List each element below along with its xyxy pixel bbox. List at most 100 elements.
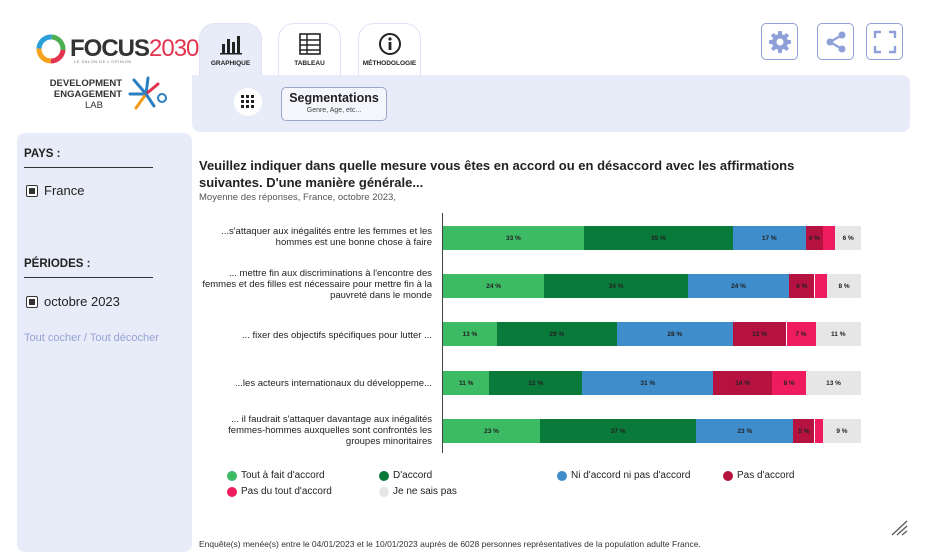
row-label-4: ...les acteurs internationaux du dévelop…: [235, 378, 432, 389]
periode-option-label: octobre 2023: [44, 294, 120, 309]
row-label-3: ... fixer des objectifs spécifiques pour…: [241, 330, 432, 341]
segmentations-subtitle: Genre, Age, etc...: [306, 107, 362, 114]
del-logo: DEVELOPMENT ENGAGEMENT LAB: [46, 76, 176, 118]
bar-nsp-row-4[interactable]: 13 %: [806, 371, 861, 395]
periodes-heading: PÉRIODES :: [24, 258, 91, 270]
chart-title: Veuillez indiquer dans quelle mesure vou…: [199, 158, 795, 190]
row-label-5: ... il faudrait s'attaquer davantage aux…: [228, 414, 432, 447]
segmentations-button[interactable]: Segmentations Genre, Age, etc...: [281, 87, 387, 121]
bar-chart-icon: [219, 36, 242, 55]
tab-tableau-label: TABLEAU: [294, 60, 325, 67]
chart-subtitle: Moyenne des réponses, France, octobre 20…: [199, 192, 396, 203]
legend-dot-pas-du-tout: [227, 486, 237, 497]
gear-icon: [768, 30, 791, 53]
bar-pas-accord-row-2[interactable]: 6 %: [789, 274, 815, 298]
tab-methodologie-label: MÉTHODOLOGIE: [362, 60, 417, 67]
bar-tout-accord-row-4[interactable]: 11 %: [443, 371, 490, 395]
bar-pas-du-tout-row-2[interactable]: [814, 274, 828, 298]
legend-label-nsp: Je ne sais pas: [393, 486, 457, 497]
periodes-divider: [24, 277, 153, 278]
del-line-2: ENGAGEMENT: [53, 89, 122, 100]
legend-item-accord[interactable]: D'accord: [379, 470, 432, 481]
tab-graphique-label: GRAPHIQUE: [210, 60, 251, 67]
del-logo-mark: [128, 76, 167, 110]
bar-pas-du-tout-row-3[interactable]: 7 %: [786, 322, 816, 346]
legend-label-pas-du-tout: Pas du tout d'accord: [241, 486, 332, 497]
bar-tout-accord-row-5[interactable]: 23 %: [443, 419, 541, 443]
segmentations-title: Segmentations: [289, 91, 379, 105]
bar-accord-row-4[interactable]: 22 %: [489, 371, 583, 395]
chart-legend: Tout à fait d'accord D'accord Ni d'accord …: [227, 470, 847, 502]
survey-footnote: Enquête(s) menée(s) entre le 04/01/2023 …: [199, 539, 701, 549]
bar-nsp-row-1[interactable]: 6 %: [835, 226, 861, 250]
focus2030-logo: FOCUS2030 LE SALON DE L'OPINION: [36, 34, 199, 64]
tab-graphique[interactable]: GRAPHIQUE: [199, 23, 262, 75]
legend-item-nsp[interactable]: Je ne sais pas: [379, 486, 457, 497]
legend-label-pas-accord: Pas d'accord: [737, 470, 795, 481]
pays-divider: [24, 167, 153, 168]
table-icon: [298, 33, 321, 55]
bar-tout-accord-row-2[interactable]: 24 %: [443, 274, 545, 298]
legend-dot-tout-accord: [227, 470, 237, 481]
bar-nsp-row-5[interactable]: 9 %: [823, 419, 861, 443]
share-icon: [826, 31, 845, 52]
chart-axis: [442, 213, 443, 453]
legend-item-pas-accord[interactable]: Pas d'accord: [723, 470, 795, 481]
checkbox-octobre-2023[interactable]: [26, 295, 38, 308]
bar-tout-accord-row-3[interactable]: 13 %: [443, 322, 497, 346]
legend-dot-ni-accord: [557, 470, 567, 481]
bar-pas-du-tout-row-4[interactable]: 8 %: [772, 371, 807, 395]
filter-sidebar: PAYS : France PÉRIODES : octobre 2023 To…: [17, 133, 192, 552]
stacked-bars: 33 % 35 % 17 % 4 % 6 % 24 % 34 % 24 % 6 % 8 % 13 %…: [443, 0, 861, 555]
legend-item-ni-accord[interactable]: Ni d'accord ni pas d'accord: [557, 470, 690, 481]
bar-ni-accord-row-2[interactable]: 24 %: [687, 274, 790, 298]
tab-tableau[interactable]: TABLEAU: [278, 23, 341, 75]
bar-pas-accord-row-4[interactable]: 14 %: [713, 371, 773, 395]
pays-heading: PAYS :: [24, 148, 61, 160]
bar-accord-row-2[interactable]: 34 %: [544, 274, 688, 298]
pays-option-label: France: [44, 183, 85, 198]
bar-accord-row-5[interactable]: 37 %: [540, 419, 697, 443]
bar-nsp-row-2[interactable]: 8 %: [827, 274, 861, 298]
fullscreen-icon: [873, 30, 896, 53]
checkbox-france[interactable]: [26, 184, 38, 197]
legend-dot-pas-accord: [723, 470, 733, 481]
bar-ni-accord-row-3[interactable]: 28 %: [616, 322, 733, 346]
segmentation-grid-button[interactable]: [234, 88, 262, 116]
bar-nsp-row-3[interactable]: 11 %: [815, 322, 861, 346]
info-icon: [378, 33, 401, 55]
bar-pas-accord-row-3[interactable]: 13 %: [732, 322, 787, 346]
bar-pas-du-tout-row-1[interactable]: [822, 226, 836, 250]
bar-ni-accord-row-5[interactable]: 23 %: [696, 419, 794, 443]
legend-label-accord: D'accord: [393, 470, 433, 481]
periode-option-octobre-2023[interactable]: octobre 2023: [26, 294, 120, 309]
legend-item-tout-accord[interactable]: Tout à fait d'accord: [227, 470, 325, 481]
bar-accord-row-1[interactable]: 35 %: [583, 226, 734, 250]
row-label-2: ... mettre fin aux discriminations à l'e…: [202, 268, 432, 301]
legend-label-tout-accord: Tout à fait d'accord: [241, 470, 325, 481]
bar-accord-row-3[interactable]: 29 %: [496, 322, 617, 346]
fullscreen-button[interactable]: [866, 23, 903, 60]
bar-ni-accord-row-4[interactable]: 31 %: [582, 371, 714, 395]
settings-button[interactable]: [761, 23, 798, 60]
bar-pas-du-tout-row-5[interactable]: [814, 419, 823, 443]
legend-item-pas-du-tout[interactable]: Pas du tout d'accord: [227, 486, 332, 497]
bar-tout-accord-row-1[interactable]: 33 %: [443, 226, 584, 250]
tab-methodologie[interactable]: MÉTHODOLOGIE: [358, 23, 421, 75]
bar-pas-accord-row-5[interactable]: 5 %: [793, 419, 815, 443]
row-label-1: ...s'attaquer aux inégalités entre les f…: [221, 226, 432, 248]
bar-ni-accord-row-1[interactable]: 17 %: [733, 226, 806, 250]
del-line-3: LAB: [85, 100, 103, 111]
bar-pas-accord-row-1[interactable]: 4 %: [805, 226, 823, 250]
segmentation-bar: Segmentations Genre, Age, etc...: [192, 75, 910, 132]
focus2030-wordmark: FOCUS2030: [70, 35, 199, 62]
toggle-all-link[interactable]: Tout cocher / Tout décocher: [24, 332, 159, 344]
pays-option-france[interactable]: France: [26, 183, 84, 198]
share-button[interactable]: [817, 23, 854, 60]
legend-label-ni-accord: Ni d'accord ni pas d'accord: [571, 470, 691, 481]
resize-handle-icon[interactable]: [890, 520, 908, 536]
legend-dot-accord: [379, 470, 389, 481]
grid-icon: [241, 95, 254, 108]
focus2030-tagline: LE SALON DE L'OPINION: [74, 59, 132, 64]
del-line-1: DEVELOPMENT: [49, 78, 122, 89]
